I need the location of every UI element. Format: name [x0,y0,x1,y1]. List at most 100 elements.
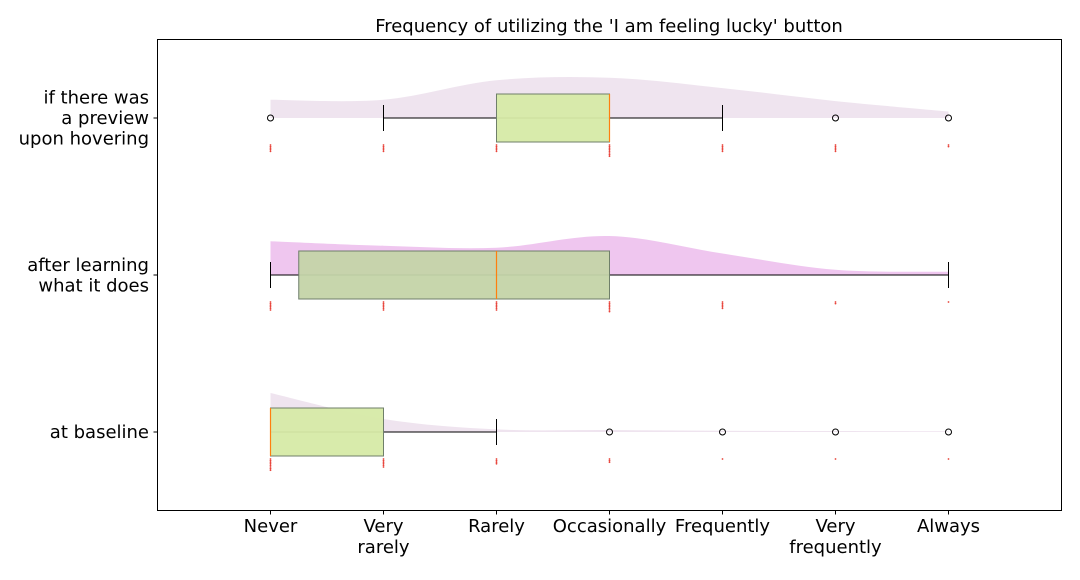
raw-point [608,305,611,308]
raw-point [269,467,272,470]
raw-point [608,310,611,313]
raw-point [269,464,272,467]
y-tick-label-line: a preview [61,108,149,129]
raw-point [834,148,837,151]
raw-point [495,301,498,303]
raw-point [608,153,611,156]
chart-title: Frequency of utilizing the 'I am feeling… [375,16,843,37]
raw-point [834,147,837,150]
raw-point [382,466,385,468]
x-tick-label-6: Always [917,516,980,537]
raw-point [495,150,498,153]
flier-point [267,114,274,122]
raw-point [721,307,724,310]
marks-layer [267,76,952,472]
raw-point [382,302,385,305]
raw-point [382,461,385,464]
raw-point [608,302,611,305]
raw-point [608,307,611,310]
raw-point [608,461,611,464]
raw-point [947,301,950,303]
x-tick-label-line: Frequently [675,516,770,537]
x-tick-label-line: rarely [357,537,410,558]
raw-point [721,150,724,153]
raw-point [382,301,385,303]
raw-point [382,307,385,310]
raw-point [269,150,272,153]
y-tick-label-2: at baseline [50,422,149,443]
y-tick-label-0: if there was a preview upon hovering [19,88,149,150]
raw-point [382,304,385,307]
raw-point [382,144,385,146]
raw-point [269,461,272,464]
raw-point [269,145,272,148]
x-tick-label-line: frequently [789,537,882,558]
raw-point [834,302,837,305]
raw-point [495,148,498,151]
raw-point [269,302,272,305]
raw-point [269,307,272,310]
raw-point [721,144,724,146]
raw-point [269,305,272,308]
raw-point [269,469,272,472]
raw-point [834,144,837,146]
raw-point [834,301,837,303]
raw-point [608,309,611,311]
raw-point [721,301,724,303]
raw-point [382,147,385,150]
raw-point [269,459,272,462]
raw-point [608,458,611,460]
raw-point [382,459,385,462]
raw-point [608,145,611,148]
raw-point [495,144,498,146]
flier-point [719,428,726,436]
raw-point [608,301,611,303]
raw-point [269,458,272,460]
raw-point [608,147,611,150]
raw-point [382,309,385,311]
x-tick-label-1: Very rarely [357,516,410,558]
raw-point [495,309,498,311]
raw-point [495,304,498,307]
box-0 [496,93,610,143]
raw-point [269,301,272,303]
raw-point [495,145,498,148]
raw-point [495,459,498,462]
raw-point [382,305,385,308]
raw-point [269,148,272,151]
raw-point [382,464,385,467]
raw-point [495,462,498,465]
raw-point [269,304,272,307]
raw-point [834,145,837,148]
x-tick-label-2: Rarely [468,516,525,537]
flier-point [832,114,839,122]
y-tick-label-line: upon hovering [19,129,149,150]
raw-point [721,148,724,151]
axes-layer: if there was a preview upon hovering after … [19,88,980,559]
raw-point [382,458,385,460]
x-tick-label-4: Frequently [675,516,770,537]
raw-point [608,144,611,146]
x-tick-label-line: Very [815,516,855,537]
raw-point [269,462,272,465]
raw-point [608,304,611,307]
raw-point [269,144,272,146]
raw-point [269,147,272,150]
raw-point [721,145,724,148]
y-tick-label-1: after learning what it does [27,255,149,297]
x-tick-label-0: Never [244,516,298,537]
raw-point [382,462,385,465]
raw-point [947,144,950,146]
raw-point [947,145,950,148]
x-tick-label-line: Never [244,516,298,537]
raw-point [495,307,498,310]
x-tick-label-line: Occasionally [553,516,667,537]
x-tick-label-line: Always [917,516,980,537]
flier-point [832,428,839,436]
raw-point [608,152,611,154]
x-tick-label-line: Very [363,516,403,537]
raw-point [495,305,498,308]
raw-point [495,302,498,305]
